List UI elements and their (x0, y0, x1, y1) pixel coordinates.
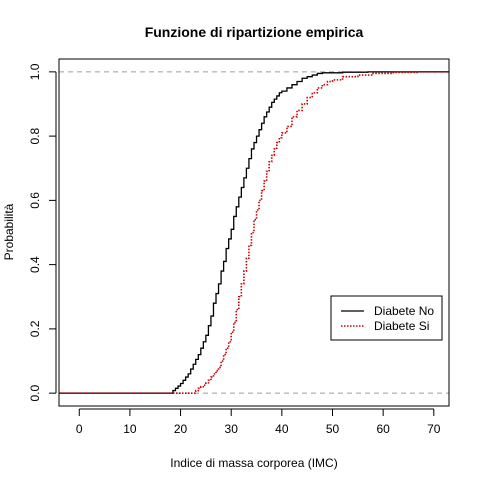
y-tick-label-0.2: 0.2 (28, 320, 42, 337)
y-tick-label-0.6: 0.6 (28, 192, 42, 209)
x-tick-label-30: 30 (225, 422, 239, 436)
x-tick-label-0: 0 (76, 422, 83, 436)
series-line-diabete-no (59, 71, 449, 394)
y-tick-label-0.4: 0.4 (28, 256, 42, 273)
x-axis-label: Indice di massa corporea (IMC) (170, 456, 337, 470)
plot-marks: 0 10 20 30 40 50 60 70 0.0 0.2 0.4 0.6 0.8 1.0 Diabete… (28, 58, 450, 436)
y-axis-label: Probabilità (2, 203, 16, 260)
x-tick-label-60: 60 (376, 422, 390, 436)
x-tick-label-20: 20 (174, 422, 188, 436)
legend-box (330, 295, 443, 341)
x-tick-label-70: 70 (427, 422, 441, 436)
chart-title: Funzione di ripartizione empirica (145, 24, 364, 40)
legend-label-diabete-si: Diabete Si (374, 319, 429, 333)
legend-label-diabete-no: Diabete No (374, 304, 434, 318)
x-tick-label-50: 50 (326, 422, 340, 436)
x-tick-label-40: 40 (275, 422, 289, 436)
y-tick-label-0.0: 0.0 (28, 384, 42, 401)
y-tick-label-0.8: 0.8 (28, 127, 42, 144)
plot-frame (58, 58, 450, 407)
y-tick-label-1.0: 1.0 (28, 63, 42, 80)
x-tick-label-10: 10 (123, 422, 137, 436)
